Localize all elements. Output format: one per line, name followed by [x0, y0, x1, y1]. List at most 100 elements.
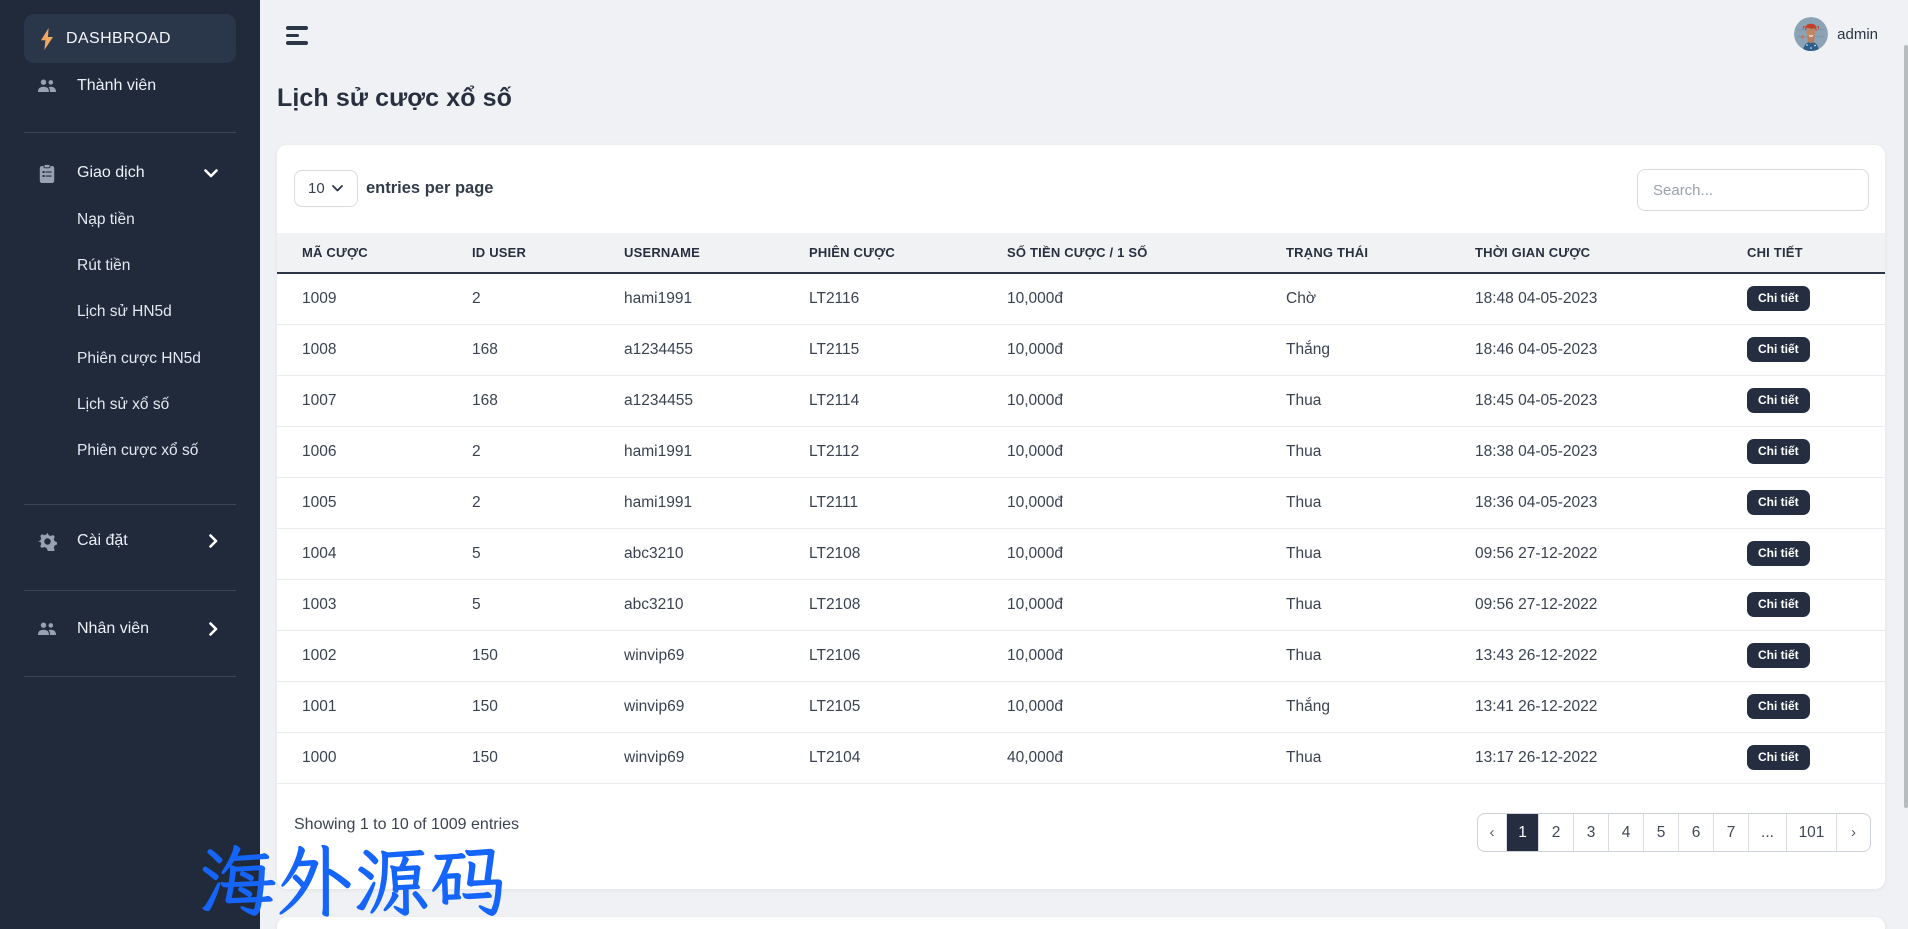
table-cell: Chờ [1261, 273, 1450, 325]
table-cell: Chi tiết [1722, 375, 1885, 427]
sidebar-subitem-5[interactable]: Lịch sử xổ số [77, 395, 170, 413]
table-cell: Chi tiết [1722, 630, 1885, 682]
table-cell: Chi tiết [1722, 528, 1885, 580]
column-header: CHI TIẾT [1722, 233, 1885, 273]
table-cell: 10,000đ [982, 324, 1261, 376]
table-cell: 1007 [277, 375, 447, 427]
table-cell: 5 [447, 528, 599, 580]
sidebar-subitem-6[interactable]: Phiên cược xổ số [77, 442, 199, 459]
search-input[interactable] [1637, 169, 1869, 211]
table-cell: Thua [1261, 732, 1450, 784]
detail-button[interactable]: Chi tiết [1747, 642, 1810, 669]
page-button-6[interactable]: 6 [1679, 814, 1714, 851]
table-cell: LT2108 [784, 579, 982, 631]
table-cell: 10,000đ [982, 579, 1261, 631]
table-cell: Thua [1261, 630, 1450, 682]
table-cell: 1003 [277, 579, 447, 631]
table-cell: 10,000đ [982, 630, 1261, 682]
table-row: 1005 2 hami1991 LT2111 10,000đ Thua 18:36 04-0… [277, 477, 1885, 529]
table-cell: 1000 [277, 732, 447, 784]
detail-button[interactable]: Chi tiết [1747, 387, 1810, 414]
gear-icon [37, 531, 57, 551]
table-cell: Thắng [1261, 324, 1450, 376]
scrollbar-thumb[interactable] [1903, 45, 1908, 808]
table-cell: LT2116 [784, 273, 982, 325]
table-cell: Thua [1261, 426, 1450, 478]
sidebar-item-giao-dich[interactable]: Giao dịch [0, 157, 260, 189]
table-cell: abc3210 [599, 528, 784, 580]
table-cell: Chi tiết [1722, 579, 1885, 631]
page-button-7[interactable]: 7 [1714, 814, 1749, 851]
sidebar-item-thanh-vien[interactable]: Thành viên [0, 70, 260, 102]
sidebar-subitem-4[interactable]: Phiên cược HN5d [77, 349, 201, 367]
detail-button[interactable]: Chi tiết [1747, 286, 1810, 312]
table-row: 1008 168 a1234455 LT2115 10,000đ Thắng 18:46 0… [277, 324, 1885, 376]
detail-button[interactable]: Chi tiết [1747, 336, 1810, 363]
detail-button[interactable]: Chi tiết [1747, 489, 1810, 516]
table-cell: winvip69 [599, 630, 784, 682]
entries-per-page-select[interactable]: 10 [294, 170, 358, 207]
table-cell: Thua [1261, 579, 1450, 631]
column-header: ID USER [447, 233, 599, 273]
sidebar-divider [24, 504, 236, 505]
menu-toggle-icon[interactable] [286, 26, 308, 45]
user-name: admin [1837, 25, 1878, 43]
table-cell: 10,000đ [982, 681, 1261, 733]
sidebar-subitem-1[interactable]: Nạp tiền [77, 211, 135, 228]
detail-button[interactable]: Chi tiết [1747, 438, 1810, 465]
table-row: 1004 5 abc3210 LT2108 10,000đ Thua 09:56 27-12… [277, 528, 1885, 580]
sidebar-item-nhan-vien[interactable]: Nhân viên [0, 613, 260, 645]
column-header: MÃ CƯỢC [277, 233, 447, 273]
table-row: 1000 150 winvip69 LT2104 40,000đ Thua 13:17 26… [277, 732, 1885, 784]
user-menu[interactable]: admin [1794, 17, 1878, 51]
brand[interactable]: DASHBROAD [24, 14, 236, 63]
table-cell: Chi tiết [1722, 426, 1885, 478]
page-button-4[interactable]: 4 [1609, 814, 1644, 851]
chevron-right-icon [209, 534, 218, 548]
table-cell: LT2105 [784, 681, 982, 733]
table-cell: Thắng [1261, 681, 1450, 733]
table-cell: 1008 [277, 324, 447, 376]
table-cell: 2 [447, 273, 599, 325]
page-title: Lịch sử cược xổ số [277, 84, 513, 112]
page-button-5[interactable]: 5 [1644, 814, 1679, 851]
sidebar-subitem-2[interactable]: Rút tiền [77, 257, 131, 275]
page-prev-button[interactable]: ‹ [1478, 814, 1507, 851]
sidebar-item-cai-dat[interactable]: Cài đặt [0, 525, 260, 557]
page-button-1[interactable]: 1 [1507, 814, 1539, 851]
page-button-3[interactable]: 3 [1574, 814, 1609, 851]
table-row: 1006 2 hami1991 LT2112 10,000đ Thua 18:38 04-0… [277, 426, 1885, 478]
table-cell: 18:38 04-05-2023 [1450, 426, 1722, 478]
sidebar-subitem-3[interactable]: Lịch sử HN5d [77, 303, 172, 321]
table-cell: 150 [447, 732, 599, 784]
table-cell: 168 [447, 324, 599, 376]
table-cell: a1234455 [599, 375, 784, 427]
sidebar-divider [24, 676, 236, 677]
table-cell: 10,000đ [982, 477, 1261, 529]
page-ellipsis: ... [1749, 814, 1787, 851]
page-button-2[interactable]: 2 [1539, 814, 1574, 851]
column-header: SỐ TIỀN CƯỢC / 1 SỐ [982, 233, 1261, 273]
table-row: 1001 150 winvip69 LT2105 10,000đ Thắng 13:41 2… [277, 681, 1885, 733]
table-cell: 1005 [277, 477, 447, 529]
table-cell: LT2112 [784, 426, 982, 478]
detail-button[interactable]: Chi tiết [1747, 591, 1810, 618]
page-next-button[interactable]: › [1851, 824, 1856, 841]
table-cell: 1001 [277, 681, 447, 733]
table-cell: 1009 [277, 273, 447, 325]
table-cell: hami1991 [599, 273, 784, 325]
table-cell: Thua [1261, 528, 1450, 580]
table-cell: LT2106 [784, 630, 982, 682]
table-cell: hami1991 [599, 477, 784, 529]
sidebar-item-label: Thành viên [77, 77, 157, 94]
detail-button[interactable]: Chi tiết [1747, 693, 1810, 720]
table-cell: a1234455 [599, 324, 784, 376]
detail-button[interactable]: Chi tiết [1747, 540, 1810, 567]
page-button-101[interactable]: 101 [1787, 814, 1837, 851]
detail-button[interactable]: Chi tiết [1747, 744, 1810, 771]
table-cell: abc3210 [599, 579, 784, 631]
users-icon [37, 619, 57, 639]
entries-per-page-label: entries per page [366, 179, 494, 197]
table-cell: Chi tiết [1722, 732, 1885, 784]
